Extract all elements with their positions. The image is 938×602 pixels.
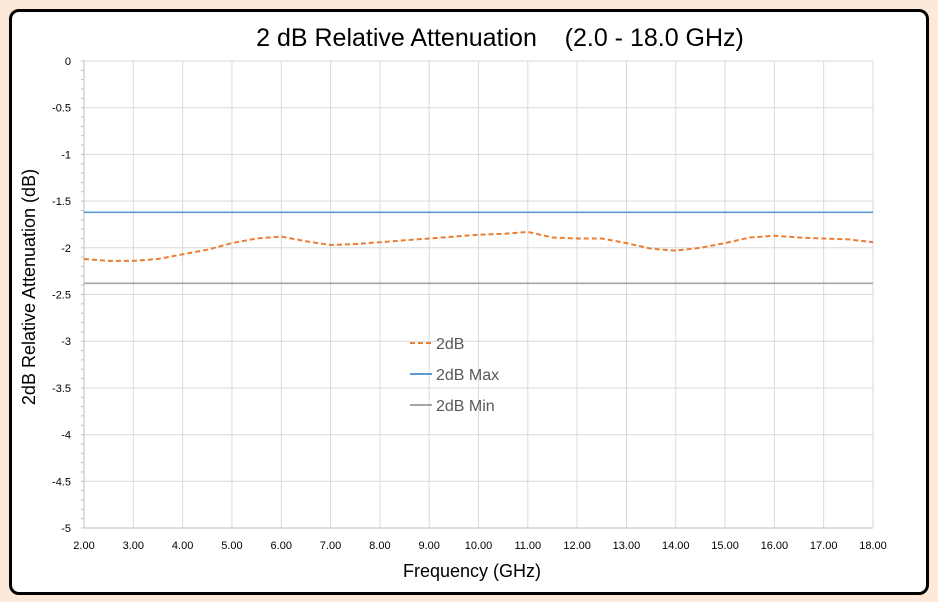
x-tick-label: 6.00 — [271, 540, 292, 552]
x-tick-label: 12.00 — [563, 540, 591, 552]
x-axis-title: Frequency (GHz) — [403, 561, 541, 581]
legend: 2dB 2dB Max 2dB Min — [410, 336, 499, 415]
series-line-1 — [83, 230, 874, 262]
legend-label: 2dB Min — [436, 398, 495, 415]
axes: 2.00 3.00 4.00 5.00 6.00 7.00 8.00 9.00 10.00 11.… — [52, 56, 887, 552]
x-tick-label: 14.00 — [662, 540, 690, 552]
x-tick-label: 13.00 — [613, 540, 641, 552]
x-tick-label: 9.00 — [418, 540, 439, 552]
x-tick-label: 5.00 — [221, 540, 242, 552]
chart-title: 2 dB Relative Attenuation (2.0 - 18.0 GH… — [256, 24, 744, 52]
x-tick-label: 10.00 — [465, 540, 493, 552]
x-tick-label: 3.00 — [123, 540, 144, 552]
x-tick-label: 8.00 — [369, 540, 390, 552]
y-tick-label: -0.5 — [52, 103, 71, 115]
y-tick-label: -3 — [61, 336, 71, 348]
x-tick-label: 11.00 — [514, 540, 541, 552]
legend-label: 2dB Max — [436, 367, 499, 384]
y-tick-label: -4.5 — [52, 476, 71, 488]
x-tick-label: 2.00 — [73, 540, 94, 552]
y-tick-label: -3.5 — [52, 383, 71, 395]
x-tick-label: 4.00 — [172, 540, 193, 552]
y-tick-label: -2.5 — [52, 290, 71, 302]
series-lines — [83, 211, 874, 285]
x-tick-label: 16.00 — [761, 540, 789, 552]
y-tick-label: -5 — [61, 523, 71, 535]
x-tick-label: 7.00 — [320, 540, 341, 552]
legend-label: 2dB — [436, 336, 464, 353]
y-axis-title: 2dB Relative Attenuation (dB) — [19, 169, 39, 405]
x-tick-label: 17.00 — [810, 540, 838, 552]
chart-frame — [9, 9, 929, 595]
y-tick-label: -4 — [61, 430, 71, 442]
gridlines — [83, 60, 874, 529]
y-tick-label: 0 — [65, 56, 71, 68]
x-tick-label: 15.00 — [711, 540, 739, 552]
y-tick-label: -1.5 — [52, 196, 71, 208]
y-tick-label: -2 — [61, 243, 71, 255]
y-tick-label: -1 — [61, 149, 71, 161]
x-tick-label: 18.00 — [859, 540, 887, 552]
